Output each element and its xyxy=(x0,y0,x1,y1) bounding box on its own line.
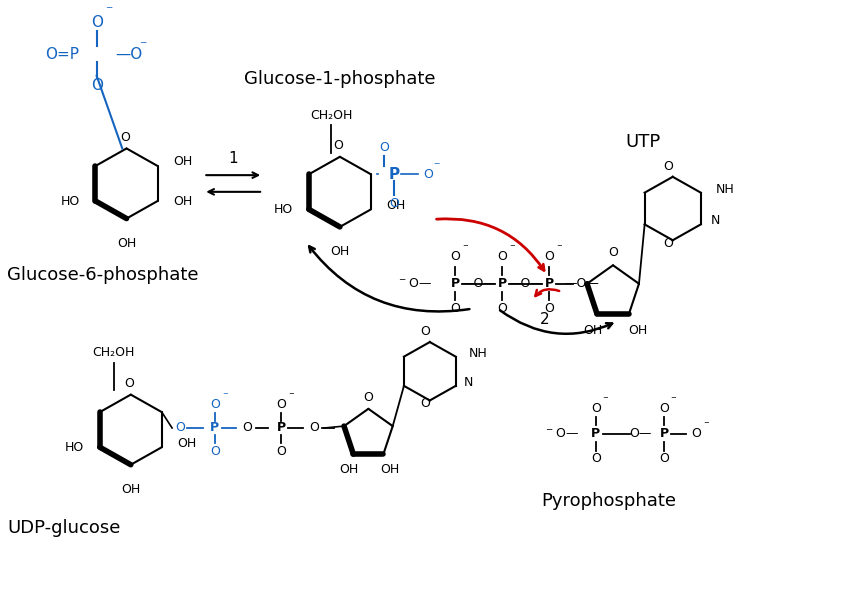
Text: P: P xyxy=(497,277,507,290)
Text: OH: OH xyxy=(117,237,137,250)
Text: NH: NH xyxy=(716,183,735,196)
Text: $^-$: $^-$ xyxy=(138,40,149,52)
Text: O: O xyxy=(659,402,669,415)
Text: O: O xyxy=(421,326,430,339)
Text: $^-$: $^-$ xyxy=(432,161,442,171)
Text: Pyrophosphate: Pyrophosphate xyxy=(541,492,676,509)
Text: OH: OH xyxy=(387,199,405,212)
Text: O: O xyxy=(242,421,253,434)
Text: O: O xyxy=(591,452,600,465)
Text: P: P xyxy=(388,167,399,182)
Text: P: P xyxy=(210,421,219,434)
Text: OH: OH xyxy=(173,155,192,168)
Text: O: O xyxy=(389,197,399,210)
Text: O: O xyxy=(210,398,220,411)
Text: CH₂OH: CH₂OH xyxy=(310,109,352,122)
Text: O: O xyxy=(210,445,220,458)
Text: P: P xyxy=(277,421,286,434)
Text: O: O xyxy=(450,251,460,264)
Text: N: N xyxy=(464,376,473,389)
Text: O: O xyxy=(659,452,669,465)
Text: Glucose-1-phosphate: Glucose-1-phosphate xyxy=(244,70,436,88)
Text: OH: OH xyxy=(177,437,197,450)
Text: 2: 2 xyxy=(540,312,550,327)
Text: $^-$: $^-$ xyxy=(103,4,113,17)
Text: O: O xyxy=(663,160,673,173)
Text: O: O xyxy=(333,139,343,152)
Text: O: O xyxy=(423,168,433,181)
Text: OH: OH xyxy=(339,463,359,476)
Text: O: O xyxy=(91,79,103,93)
Text: P: P xyxy=(450,277,460,290)
Text: $^-$O—: $^-$O— xyxy=(545,427,579,440)
Text: 1: 1 xyxy=(228,151,238,166)
Text: P: P xyxy=(591,427,600,440)
Text: O: O xyxy=(120,131,130,144)
Text: O: O xyxy=(176,421,186,434)
Text: O: O xyxy=(277,398,286,411)
Text: P: P xyxy=(545,277,553,290)
Text: $^-$: $^-$ xyxy=(555,243,564,254)
Text: HO: HO xyxy=(65,441,84,454)
Text: Glucose-6-phosphate: Glucose-6-phosphate xyxy=(7,267,198,284)
Text: O: O xyxy=(379,141,388,154)
Text: O=P: O=P xyxy=(46,47,80,61)
Text: UTP: UTP xyxy=(625,133,661,151)
Text: OH: OH xyxy=(628,324,647,337)
Text: OH: OH xyxy=(121,483,140,496)
Text: $^-$: $^-$ xyxy=(221,391,229,401)
Text: O: O xyxy=(544,302,554,315)
Text: O: O xyxy=(363,391,374,404)
Text: $^-$O—: $^-$O— xyxy=(397,277,431,290)
Text: O—: O— xyxy=(629,427,651,440)
Text: OH: OH xyxy=(381,463,400,476)
Text: O: O xyxy=(544,251,554,264)
Text: O: O xyxy=(663,237,673,250)
Text: $^-$: $^-$ xyxy=(461,243,470,254)
Text: —O—: —O— xyxy=(461,277,496,290)
Text: O: O xyxy=(497,251,507,264)
Text: O: O xyxy=(309,421,319,434)
Text: HO: HO xyxy=(274,203,294,216)
Text: O: O xyxy=(91,15,103,30)
Text: O: O xyxy=(608,246,618,259)
Text: HO: HO xyxy=(61,194,80,207)
Text: OH: OH xyxy=(583,324,602,337)
Text: OH: OH xyxy=(330,245,350,258)
Text: O: O xyxy=(691,427,702,440)
Text: —O: —O xyxy=(115,47,143,61)
Text: —O—: —O— xyxy=(508,277,543,290)
Text: O: O xyxy=(277,445,286,458)
Text: O: O xyxy=(450,302,460,315)
Text: NH: NH xyxy=(468,347,487,360)
Text: $^-$: $^-$ xyxy=(508,243,516,254)
Text: N: N xyxy=(711,215,721,228)
Text: O: O xyxy=(125,377,134,390)
Text: O: O xyxy=(497,302,507,315)
Text: P: P xyxy=(660,427,669,440)
Text: —O—: —O— xyxy=(564,277,599,290)
Text: $^-$: $^-$ xyxy=(601,395,610,405)
Text: O: O xyxy=(591,402,600,415)
Text: $^-$: $^-$ xyxy=(669,395,678,405)
Text: O: O xyxy=(421,397,430,410)
Text: $^-$: $^-$ xyxy=(288,391,295,401)
Text: $^-$: $^-$ xyxy=(702,420,710,430)
Text: CH₂OH: CH₂OH xyxy=(93,346,135,359)
Text: UDP-glucose: UDP-glucose xyxy=(7,519,120,537)
Text: OH: OH xyxy=(173,194,192,207)
